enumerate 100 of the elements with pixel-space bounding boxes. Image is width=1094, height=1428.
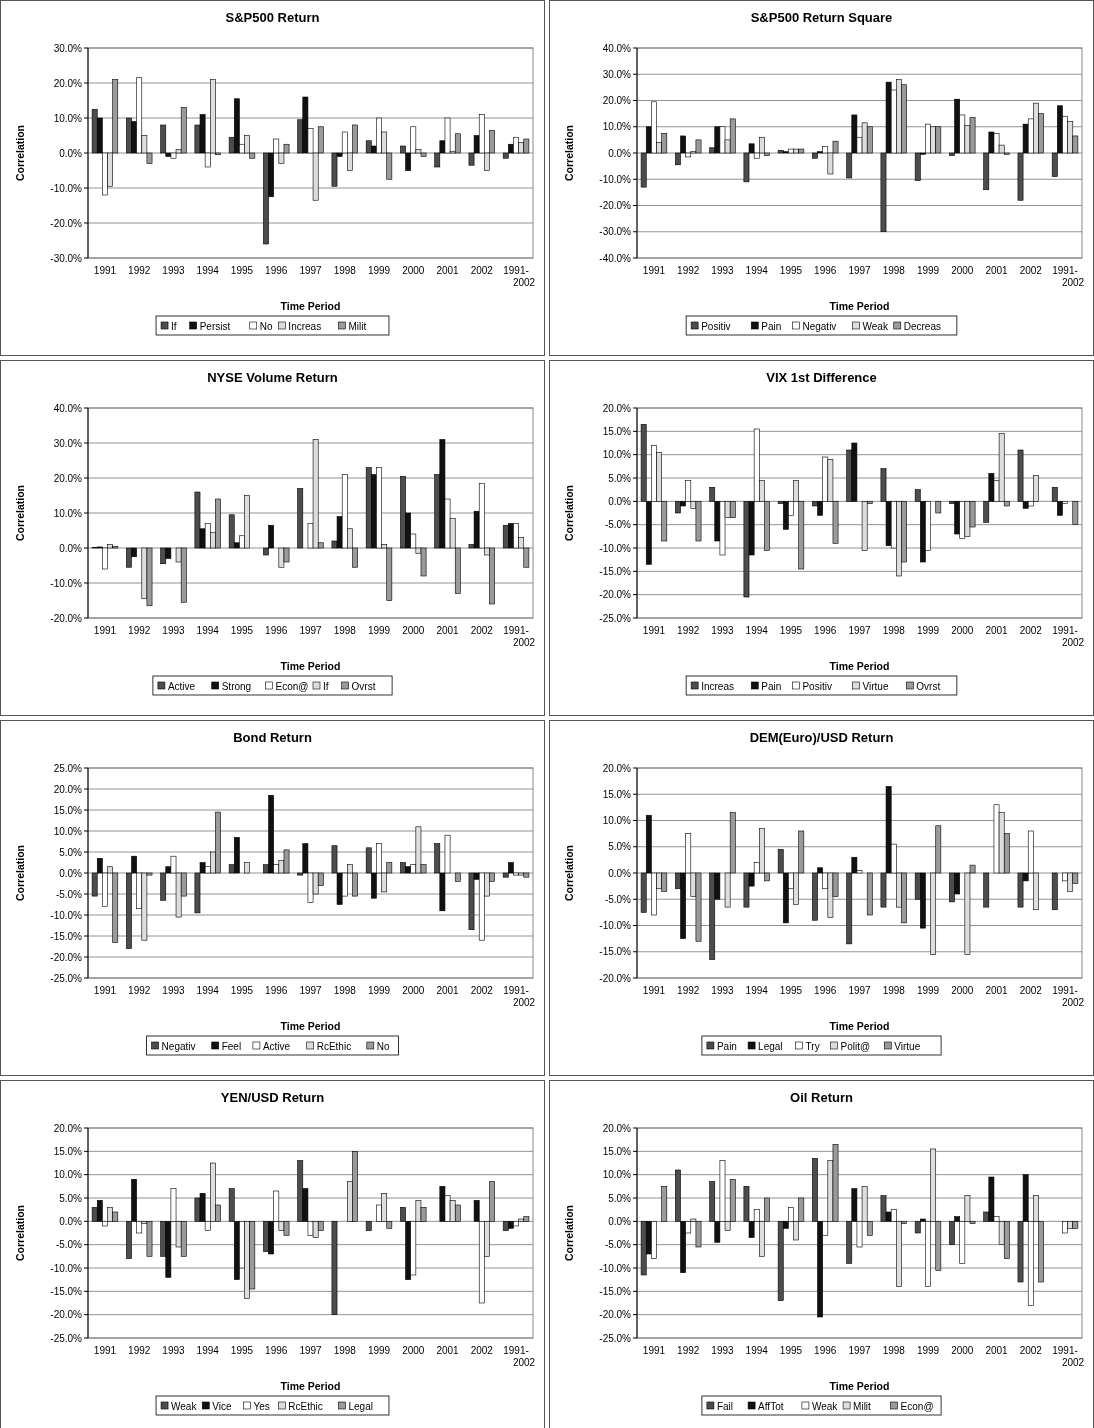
x-tick-label: 1992 xyxy=(128,625,151,636)
y-tick-label: -5.0% xyxy=(604,519,632,531)
x-tick-label: 1999 xyxy=(916,985,940,996)
y-tick-label: 20.0% xyxy=(53,472,83,484)
x-tick-label: 1997 xyxy=(848,265,872,276)
x-tick-label: 1992 xyxy=(677,985,700,996)
x-tick-label: 1991-2002 xyxy=(1052,265,1085,288)
x-tick-label: 1998 xyxy=(882,985,906,996)
x-tick-label: 1992 xyxy=(128,265,151,276)
y-tick-label: 15.0% xyxy=(602,1145,632,1157)
bar xyxy=(194,491,201,549)
y-tick-label: -15.0% xyxy=(599,1285,632,1297)
x-tick-label: 1999 xyxy=(367,985,391,996)
x-tick-label: 1995 xyxy=(230,625,254,636)
y-tick-label: 20.0% xyxy=(602,762,632,774)
y-tick-label: -10.0% xyxy=(599,542,632,554)
y-tick-label: -25.0% xyxy=(50,1332,83,1344)
x-tick-label: 2001 xyxy=(985,625,1009,636)
x-tick-label: 1999 xyxy=(916,1345,940,1356)
y-tick-label: 0.0% xyxy=(59,542,83,554)
x-tick-label: 2002 xyxy=(470,625,494,636)
x-axis-title: Time Period xyxy=(280,300,341,312)
x-tick-label: 1995 xyxy=(230,985,254,996)
legend-label: Milit xyxy=(348,320,367,332)
y-tick-label: 0.0% xyxy=(608,495,632,507)
x-tick-label: 1993 xyxy=(711,985,735,996)
x-tick-label: 1999 xyxy=(916,625,940,636)
bar xyxy=(1062,1221,1068,1234)
x-tick-label: 1991 xyxy=(642,985,666,996)
y-tick-label: 20.0% xyxy=(602,402,632,414)
legend-label: Yes xyxy=(253,1400,270,1412)
x-tick-label: 1991-2002 xyxy=(1052,985,1085,1008)
x-tick-label: 1995 xyxy=(779,265,803,276)
x-tick-label: 2002 xyxy=(1019,625,1043,636)
bar xyxy=(297,488,304,549)
x-tick-label: 1993 xyxy=(711,1345,735,1356)
legend-label: Positiv xyxy=(701,320,731,332)
x-axis-title: Time Period xyxy=(829,1020,890,1032)
y-tick-label: -20.0% xyxy=(50,951,83,963)
x-tick-label: 1994 xyxy=(745,1345,769,1356)
y-tick-label: -30.0% xyxy=(50,252,83,264)
y-tick-label: 30.0% xyxy=(602,68,632,80)
x-axis-title: Time Period xyxy=(280,1020,341,1032)
x-axis-title: Time Period xyxy=(280,1380,341,1392)
legend-label: Negativ xyxy=(161,1040,196,1052)
x-tick-label: 1991 xyxy=(93,265,117,276)
x-tick-label: 2002 xyxy=(470,1345,494,1356)
y-tick-label: -10.0% xyxy=(599,920,632,931)
x-tick-label: 1992 xyxy=(128,1345,151,1356)
y-tick-label: 40.0% xyxy=(602,42,632,54)
x-tick-label: 2002 xyxy=(470,985,494,996)
y-tick-label: -25.0% xyxy=(599,612,632,624)
y-tick-label: -25.0% xyxy=(599,1332,632,1344)
legend-label: Ovrst xyxy=(351,680,376,692)
x-tick-label: 1998 xyxy=(882,265,906,276)
x-tick-label: 1994 xyxy=(196,265,220,276)
legend-label: Negativ xyxy=(802,320,837,332)
legend-label: Increas xyxy=(701,680,734,692)
legend-label: Pain xyxy=(761,320,782,332)
x-tick-label: 1994 xyxy=(745,625,769,636)
legend-label: Try xyxy=(805,1040,820,1052)
y-tick-label: -15.0% xyxy=(599,946,632,958)
y-tick-label: 20.0% xyxy=(53,783,83,795)
x-tick-label: 2000 xyxy=(951,1345,974,1356)
x-tick-label: 1994 xyxy=(196,985,220,996)
y-axis-title: Correlation xyxy=(14,844,26,902)
legend-label: Virtue xyxy=(894,1040,921,1052)
bar xyxy=(640,1221,647,1276)
bar xyxy=(365,467,372,549)
bar xyxy=(866,872,873,916)
x-tick-label: 1998 xyxy=(882,1345,906,1356)
x-tick-label: 2000 xyxy=(402,265,425,276)
y-tick-label: 0.0% xyxy=(59,1215,83,1227)
y-tick-label: -40.0% xyxy=(599,252,632,264)
legend-label: Legal xyxy=(348,1400,373,1412)
x-tick-label: 1995 xyxy=(779,625,803,636)
x-tick-label: 1996 xyxy=(814,265,837,276)
legend-label: RcEthic xyxy=(316,1040,352,1052)
y-tick-label: 25.0% xyxy=(53,762,83,774)
y-tick-label: -20.0% xyxy=(599,1309,632,1321)
legend-label: Active xyxy=(167,680,196,692)
y-tick-label: 5.0% xyxy=(608,472,632,484)
legend-label: Positiv xyxy=(802,680,832,692)
legend-label: RcEthic xyxy=(288,1400,323,1412)
chart-title: Bond Return xyxy=(233,730,312,745)
y-tick-label: -25.0% xyxy=(50,972,83,984)
x-tick-label: 2000 xyxy=(951,985,974,996)
legend-label: Decreas xyxy=(903,320,941,332)
y-tick-label: -20.0% xyxy=(50,1309,83,1321)
y-tick-label: 10.0% xyxy=(602,815,632,826)
y-tick-label: -10.0% xyxy=(50,909,83,921)
y-tick-label: 10.0% xyxy=(53,825,83,837)
x-tick-label: 1997 xyxy=(848,985,872,996)
x-tick-label: 1997 xyxy=(299,985,323,996)
y-tick-label: -15.0% xyxy=(50,930,83,942)
x-tick-label: 2002 xyxy=(1019,265,1043,276)
x-tick-label: 1991-2002 xyxy=(503,625,536,648)
x-tick-label: 1992 xyxy=(677,265,700,276)
x-tick-label: 1994 xyxy=(196,1345,220,1356)
y-tick-label: -20.0% xyxy=(50,217,83,229)
